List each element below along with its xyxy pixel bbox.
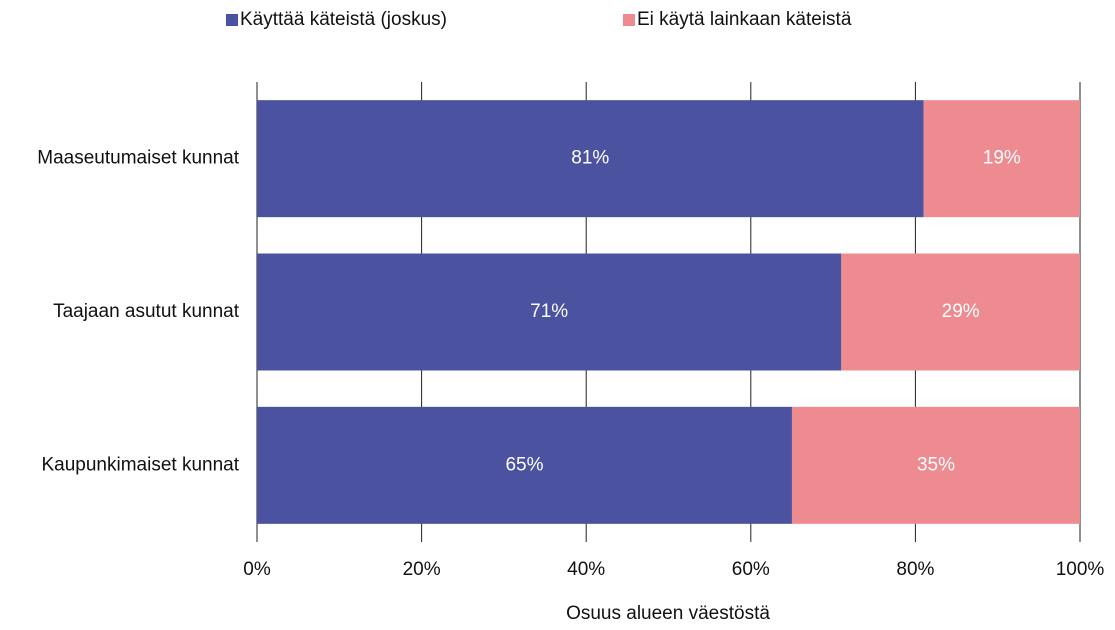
data-label: 71% xyxy=(530,301,568,322)
bar xyxy=(923,100,1080,218)
bar xyxy=(257,100,924,218)
y-tick-label: Taajaan asutut kunnat xyxy=(53,301,240,322)
legend-swatch xyxy=(226,14,238,26)
data-label: 65% xyxy=(505,454,543,475)
x-tick-label: 0% xyxy=(243,559,271,580)
data-label: 29% xyxy=(942,301,980,322)
bar xyxy=(841,253,1080,371)
x-tick-label: 60% xyxy=(732,559,770,580)
legend-label: Käyttää käteistä (joskus) xyxy=(240,9,447,30)
x-axis-label: Osuus alueen väestöstä xyxy=(566,603,770,624)
legend-swatch xyxy=(623,14,635,26)
y-tick-label: Maaseutumaiset kunnat xyxy=(37,148,239,169)
legend-label: Ei käytä lainkaan käteistä xyxy=(637,9,852,30)
y-tick-label: Kaupunkimaiset kunnat xyxy=(41,454,239,475)
data-label: 35% xyxy=(917,454,955,475)
x-tick-label: 100% xyxy=(1056,559,1105,580)
x-tick-label: 40% xyxy=(567,559,605,580)
x-tick-label: 80% xyxy=(896,559,934,580)
bar xyxy=(257,406,792,524)
data-label: 81% xyxy=(571,148,609,169)
bar xyxy=(791,406,1080,524)
data-label: 19% xyxy=(983,148,1021,169)
x-tick-label: 20% xyxy=(403,559,441,580)
bar xyxy=(257,253,842,371)
